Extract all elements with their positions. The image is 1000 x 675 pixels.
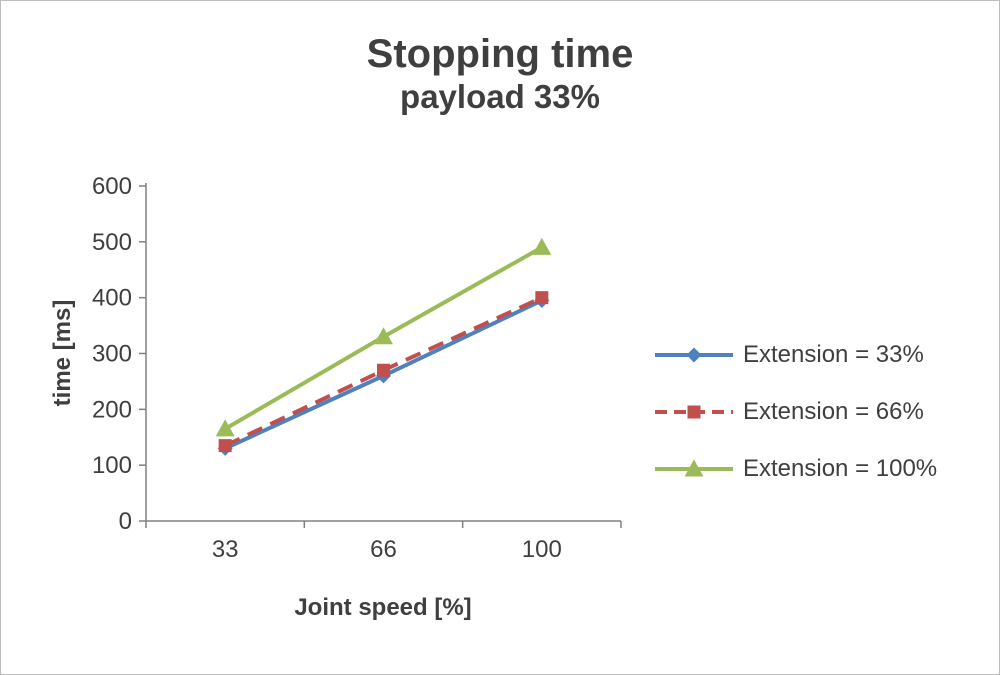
series-marker (532, 237, 552, 255)
series-marker (535, 291, 549, 305)
legend-sample-line-icon (655, 405, 733, 419)
series-marker (215, 419, 235, 437)
x-axis-title: Joint speed [%] (294, 594, 472, 621)
series-marker (218, 439, 232, 453)
series-marker (377, 363, 390, 377)
legend-marker-icon (684, 459, 704, 477)
legend-sample-line-icon (655, 459, 733, 477)
legend-item: Extension = 100% (653, 451, 937, 487)
legend-item: Extension = 33% (653, 337, 937, 373)
legend-sample-line-icon (655, 347, 733, 363)
y-tick-label: 0 (119, 508, 132, 535)
x-tick-label: 33 (212, 536, 239, 563)
chart-title: Stopping time (366, 32, 634, 76)
title-block: Stopping time payload 33% (1, 31, 999, 117)
y-tick-label: 500 (92, 229, 132, 256)
y-tick-label: 100 (92, 452, 132, 479)
y-axis-title: time [ms] (49, 299, 76, 407)
legend-label: Extension = 100% (743, 455, 938, 482)
chart-plot: 0 100 200 300 400 500 600 33 66 100 (92, 173, 622, 563)
chart-subtitle: payload 33% (400, 78, 600, 115)
y-tick-label: 400 (92, 285, 132, 312)
y-tick-label: 600 (92, 173, 132, 200)
legend-marker-icon (686, 347, 702, 363)
series-marker (374, 327, 393, 345)
legend-label: Extension = 66% (743, 398, 924, 425)
legend-item: Extension = 66% (653, 394, 937, 430)
x-tick-label: 100 (522, 536, 562, 563)
legend: Extension = 33% Extension = 66% Extensio… (653, 337, 937, 487)
legend-label: Extension = 33% (743, 341, 924, 368)
legend-marker-icon (687, 405, 701, 419)
x-tick-label: 66 (370, 536, 397, 563)
y-tick-label: 300 (92, 341, 132, 368)
y-tick-label: 200 (92, 396, 132, 423)
